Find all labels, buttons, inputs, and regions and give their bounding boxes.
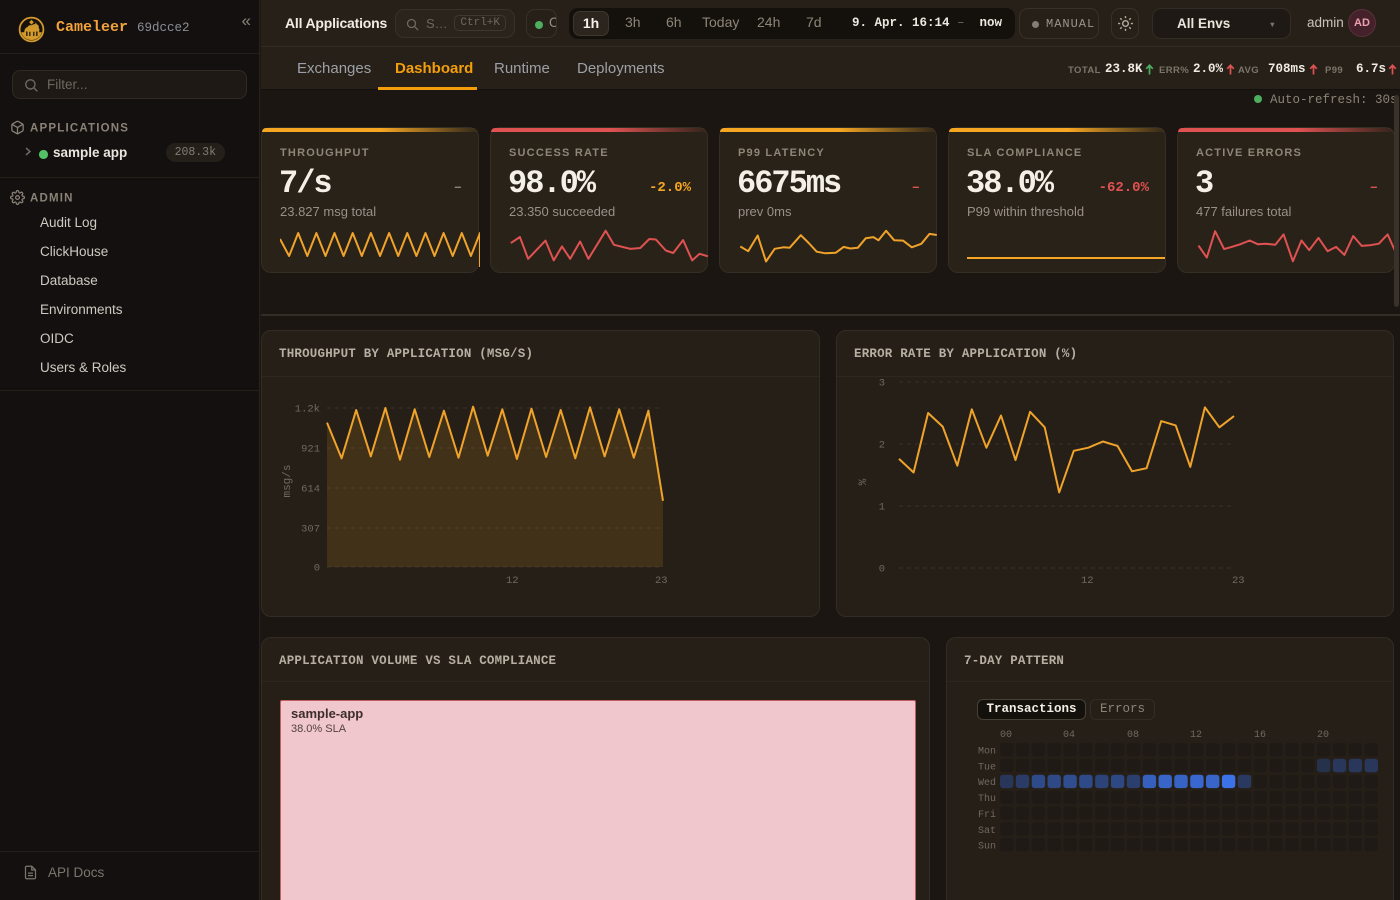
svg-text:Thu: Thu bbox=[978, 793, 996, 805]
svg-text:20: 20 bbox=[1317, 730, 1329, 741]
svg-text:3: 3 bbox=[879, 378, 885, 390]
svg-text:Sun: Sun bbox=[978, 842, 996, 853]
svg-text:Sat: Sat bbox=[978, 826, 996, 837]
svg-text:23: 23 bbox=[655, 575, 668, 587]
svg-text:12: 12 bbox=[1190, 730, 1202, 741]
svg-text:16: 16 bbox=[1254, 730, 1266, 741]
svg-text:00: 00 bbox=[1000, 730, 1012, 741]
svg-text:%: % bbox=[858, 478, 870, 485]
svg-text:1: 1 bbox=[879, 502, 885, 514]
svg-text:921: 921 bbox=[301, 444, 320, 456]
svg-text:Fri: Fri bbox=[978, 809, 996, 821]
svg-text:msg/s: msg/s bbox=[282, 464, 294, 497]
svg-text:23: 23 bbox=[1232, 575, 1245, 587]
svg-text:12: 12 bbox=[506, 575, 519, 587]
svg-text:12: 12 bbox=[1081, 575, 1094, 587]
svg-text:0: 0 bbox=[314, 563, 320, 575]
svg-text:08: 08 bbox=[1127, 730, 1139, 741]
svg-text:1.2k: 1.2k bbox=[295, 404, 320, 416]
svg-text:614: 614 bbox=[301, 484, 320, 496]
svg-text:Wed: Wed bbox=[978, 777, 996, 789]
svg-text:2: 2 bbox=[879, 440, 885, 452]
svg-text:307: 307 bbox=[301, 524, 320, 536]
svg-text:Mon: Mon bbox=[978, 747, 996, 758]
svg-text:Tue: Tue bbox=[978, 762, 996, 773]
svg-text:04: 04 bbox=[1063, 730, 1075, 741]
svg-text:0: 0 bbox=[879, 564, 885, 576]
